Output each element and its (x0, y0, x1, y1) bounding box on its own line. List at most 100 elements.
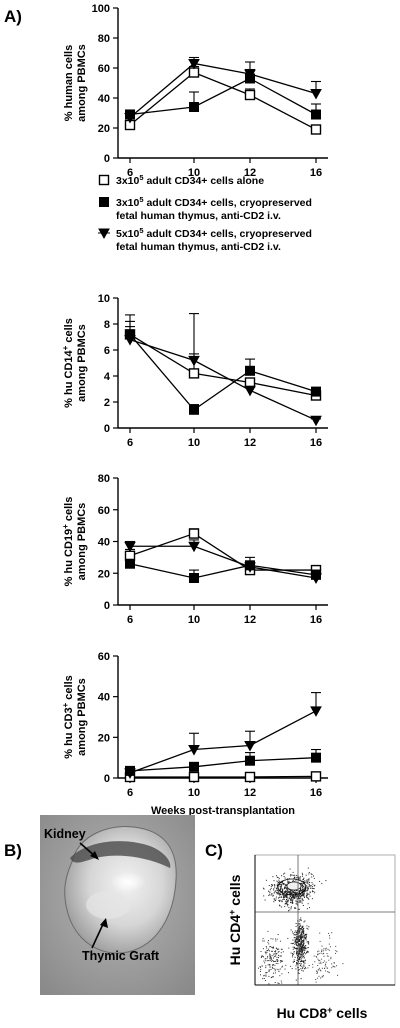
data-point (188, 368, 200, 379)
y-tick-label: 20 (98, 568, 110, 580)
y-tick-label: 100 (92, 3, 110, 15)
graft-arrow-head (100, 918, 108, 928)
series-open-square (124, 320, 322, 401)
y-tick-label: 60 (98, 63, 110, 75)
data-point (311, 109, 321, 120)
series-line (129, 77, 317, 116)
kidney-label: Kidney (44, 827, 86, 841)
y-tick-label: 10 (98, 293, 110, 305)
data-point (244, 740, 256, 752)
x-tick-label: 10 (188, 614, 200, 626)
data-point (188, 355, 200, 367)
data-point (311, 752, 321, 763)
x-tick-label: 16 (310, 787, 322, 799)
y-tick-label: 40 (98, 692, 110, 704)
y-tick-label: 80 (98, 473, 110, 485)
panel-label-c: C) (205, 841, 223, 860)
x-tick-label: 12 (244, 614, 256, 626)
data-point (188, 745, 200, 756)
legend-text-line2: fetal human thymus, anti-CD2 i.v. (116, 241, 281, 253)
data-point (245, 365, 255, 376)
legend: 3x105 adult CD34+ cells alone 3x105 adult… (98, 173, 312, 253)
y-tick-label: 0 (104, 773, 110, 785)
x-tick-label: 6 (127, 167, 133, 179)
data-point (188, 771, 200, 783)
data-point (311, 386, 321, 397)
series-open-square (124, 528, 322, 576)
data-point (245, 755, 255, 766)
x-tick-label: 12 (244, 167, 256, 179)
series-down-triangle (124, 692, 322, 779)
series-open-square (124, 65, 322, 135)
x-tick-label: 6 (127, 614, 133, 626)
kidney-rim (70, 841, 171, 868)
x-axis-label: Weeks post-transplantation (151, 805, 295, 817)
chart-cd14-cells: 0 2 4 6 8 10 6 10 12 16 % hu CD14+ cellsamong PBMC… (61, 293, 328, 449)
y-tick-label: 6 (104, 345, 110, 357)
legend-marker (98, 174, 110, 186)
y-tick-label: 20 (98, 732, 110, 744)
data-point (124, 113, 136, 124)
y-axis-label: % hu CD19+ cellsamong PBMCs (61, 497, 88, 587)
x-tick-label: 16 (310, 437, 322, 449)
series-filled-square (125, 314, 321, 415)
data-point (124, 541, 136, 553)
data-point (310, 706, 322, 717)
x-tick-label: 16 (310, 167, 322, 179)
data-point (244, 69, 256, 81)
series-line (129, 62, 317, 118)
kidney-arrow-head (90, 851, 99, 860)
legend-text: 5x105 adult CD34+ cells, cryopreserved (116, 226, 312, 240)
kidney-photo: Kidney Thymic Graft (40, 815, 195, 995)
x-tick-label: 16 (310, 614, 322, 626)
data-point (244, 771, 256, 783)
y-tick-label: 8 (104, 319, 110, 331)
chart-human-cells: 0 20 40 60 80 100 6 10 12 16 % human cellsamong PB… (63, 3, 328, 179)
x-tick-label: 10 (188, 787, 200, 799)
y-tick-label: 0 (104, 423, 110, 435)
series-line (129, 710, 317, 774)
series-line (130, 545, 317, 579)
series-line (129, 333, 317, 397)
x-tick-label: 10 (188, 167, 200, 179)
legend-text: 3x105 adult CD34+ cells alone (116, 173, 264, 187)
legend-entry: 3x105 adult CD34+ cells alone (98, 173, 264, 187)
data-point (244, 377, 256, 388)
series-line (129, 757, 317, 772)
y-axis-label: % human cellsamong PBMCs (63, 44, 88, 122)
y-tick-label: 0 (104, 153, 110, 165)
legend-entry: 5x105 adult CD34+ cells, cryopreservedfe… (98, 226, 312, 253)
series-down-triangle (124, 539, 322, 585)
series-line (129, 563, 317, 579)
y-tick-label: 80 (98, 33, 110, 45)
thymic-graft-label: Thymic Graft (82, 949, 160, 963)
data-point (188, 59, 200, 70)
x-tick-label: 12 (244, 437, 256, 449)
legend-entry: 3x105 adult CD34+ cells, cryopreservedfe… (99, 195, 312, 222)
series-line (129, 338, 317, 421)
data-point (244, 385, 256, 397)
legend-text-line2: fetal human thymus, anti-CD2 i.v. (116, 210, 281, 222)
y-tick-label: 20 (98, 123, 110, 135)
series-line (129, 333, 317, 411)
data-point (124, 335, 136, 346)
y-tick-label: 4 (104, 371, 111, 383)
data-point (189, 761, 199, 772)
data-point (189, 573, 199, 584)
y-tick-label: 60 (98, 651, 110, 663)
series-filled-square (125, 748, 321, 776)
x-tick-label: 10 (188, 437, 200, 449)
series-line (129, 71, 317, 131)
data-point (189, 404, 199, 415)
y-tick-label: 40 (98, 537, 110, 549)
y-tick-label: 2 (104, 397, 110, 409)
data-point (310, 415, 322, 427)
data-point (188, 541, 200, 553)
x-tick-label: 6 (127, 787, 133, 799)
series-down-triangle (124, 56, 322, 124)
data-point (310, 573, 322, 585)
data-point (244, 89, 256, 101)
flow-y-label: Hu CD4+ cells (227, 874, 243, 965)
series-filled-square (125, 68, 321, 120)
